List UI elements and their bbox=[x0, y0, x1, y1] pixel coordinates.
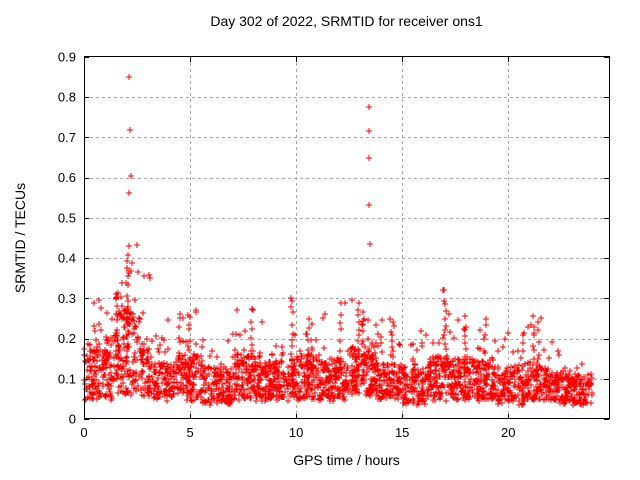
y-tick-label: 0.8 bbox=[58, 90, 76, 105]
y-tick-label: 0.7 bbox=[58, 130, 76, 145]
data-points bbox=[81, 74, 595, 408]
x-tick-label: 20 bbox=[501, 425, 515, 440]
x-tick-label: 5 bbox=[186, 425, 193, 440]
y-tick-label: 0.6 bbox=[58, 170, 76, 185]
y-tick-label: 0.1 bbox=[58, 371, 76, 386]
y-tick-label: 0.9 bbox=[58, 50, 76, 65]
y-tick-label: 0 bbox=[69, 412, 76, 427]
x-tick-label: 15 bbox=[395, 425, 409, 440]
y-tick-label: 0.5 bbox=[58, 210, 76, 225]
y-tick-label: 0.3 bbox=[58, 291, 76, 306]
y-tick-label: 0.4 bbox=[58, 251, 76, 266]
x-tick-label: 10 bbox=[289, 425, 303, 440]
y-axis-title: SRMTID / TECUs bbox=[12, 182, 28, 294]
chart-title: Day 302 of 2022, SRMTID for receiver ons… bbox=[210, 13, 483, 29]
y-tick-label: 0.2 bbox=[58, 331, 76, 346]
plot-border bbox=[84, 56, 610, 419]
x-tick-label: 0 bbox=[80, 425, 87, 440]
x-axis-title: GPS time / hours bbox=[293, 452, 400, 468]
